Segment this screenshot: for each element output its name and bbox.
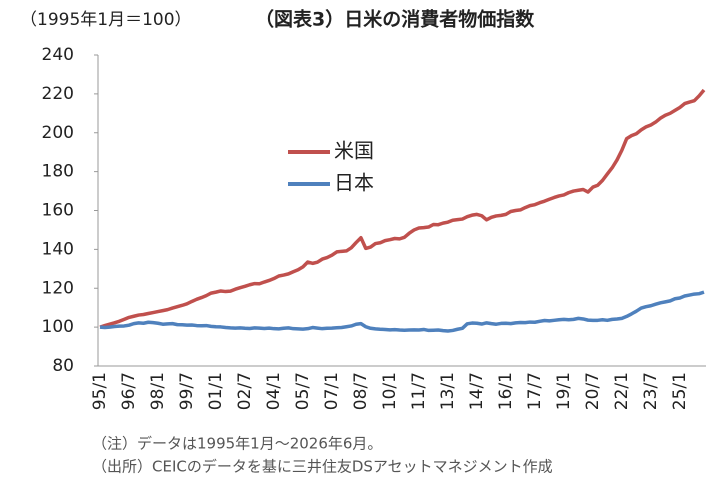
- y-tick-label: 140: [42, 239, 74, 259]
- chart-subtitle: （1995年1月＝100）: [20, 10, 192, 30]
- y-tick-label: 160: [42, 201, 74, 221]
- x-tick-label: 08/7: [351, 372, 371, 410]
- line: [99, 290, 705, 333]
- x-tick-label: 10/1: [380, 372, 400, 410]
- x-tick-label: 11/7: [409, 372, 429, 410]
- x-tick-label: 96/7: [119, 372, 139, 410]
- note: （出所）CEICのデータを基に三井住友DSアセットマネジメント作成: [92, 458, 553, 476]
- note: （注）データは1995年1月～2026年6月。: [92, 435, 382, 453]
- y-tick-label: 180: [42, 162, 74, 182]
- x-tick-label: 19/1: [554, 372, 574, 410]
- line: [99, 88, 706, 329]
- x-tick-label: 99/7: [177, 372, 197, 410]
- x-tick-label: 17/7: [525, 372, 545, 410]
- x-tick-label: 95/1: [90, 372, 110, 410]
- x-tick-label: 16/1: [496, 372, 516, 410]
- legend-label: 日本: [334, 171, 374, 195]
- chart-title: （図表3）日米の消費者物価指数: [255, 8, 535, 31]
- x-tick-label: 02/7: [235, 372, 255, 410]
- x-tick-label: 04/1: [264, 372, 284, 410]
- y-tick-label: 220: [42, 84, 74, 104]
- x-tick-label: 98/1: [148, 372, 168, 410]
- x-tick-label: 22/1: [612, 372, 632, 410]
- x-tick-label: 25/1: [670, 372, 690, 410]
- x-tick-label: 05/7: [293, 372, 313, 410]
- x-tick-label: 13/1: [438, 372, 458, 410]
- x-tick-label: 01/1: [206, 372, 226, 410]
- y-tick-label: 100: [42, 317, 74, 337]
- y-tick-label: 240: [42, 45, 74, 65]
- x-tick-label: 20/7: [583, 372, 603, 410]
- x-tick-label: 14/7: [467, 372, 487, 410]
- x-tick-label: 23/7: [641, 372, 661, 410]
- y-tick-label: 120: [42, 278, 74, 298]
- y-tick-label: 200: [42, 123, 74, 143]
- x-tick-label: 07/1: [322, 372, 342, 410]
- legend-label: 米国: [334, 139, 374, 163]
- y-tick-label: 80: [52, 356, 74, 376]
